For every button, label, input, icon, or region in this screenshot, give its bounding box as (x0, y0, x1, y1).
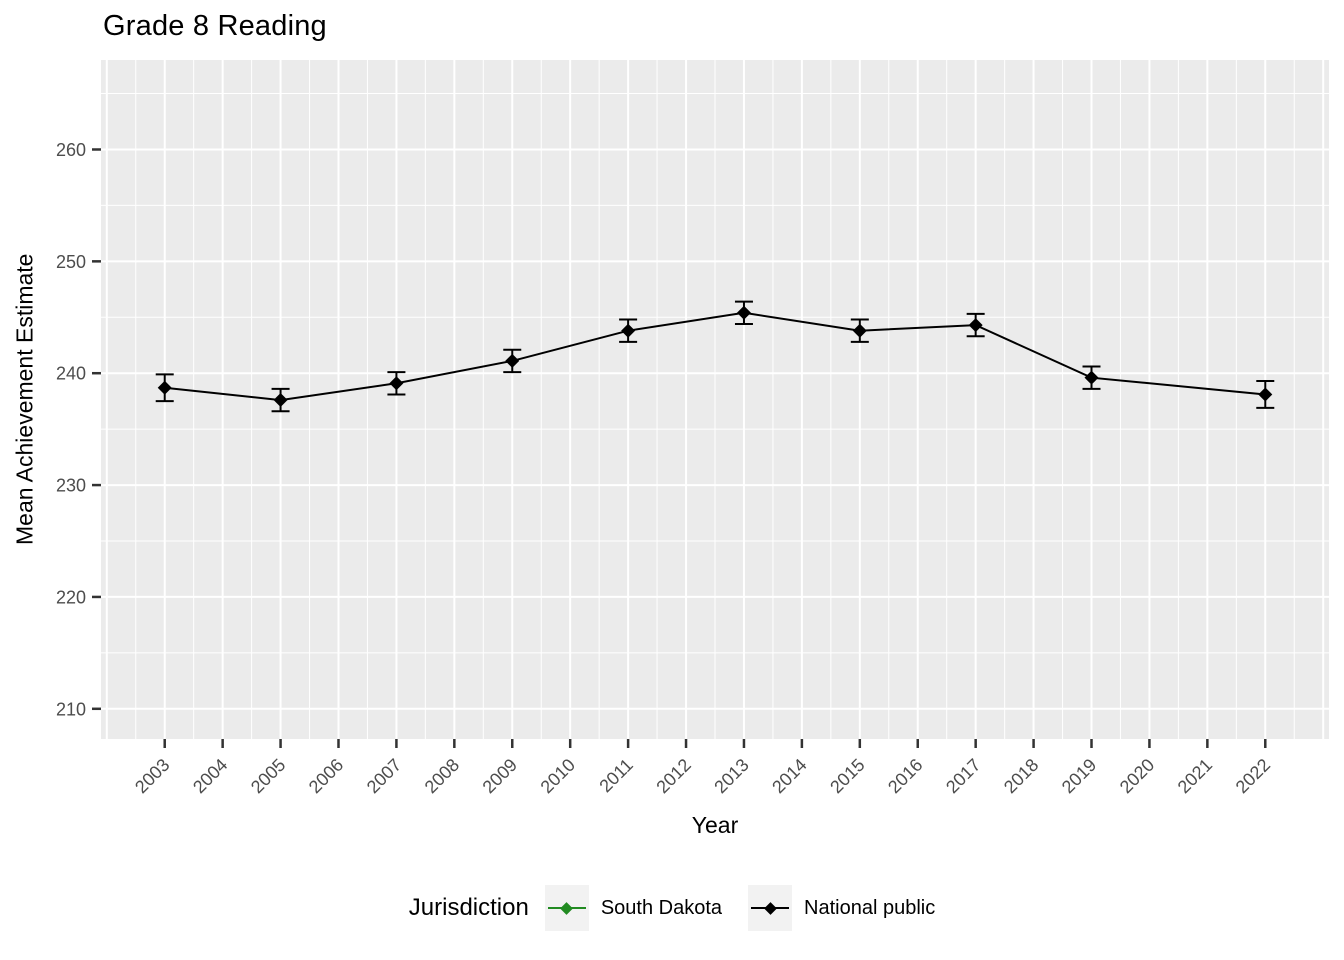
data-point-national-public-2017 (968, 318, 983, 333)
data-point-national-public-2011 (621, 323, 636, 338)
y-tick-label-220: 220 (56, 587, 86, 607)
legend-title: Jurisdiction (408, 894, 529, 921)
legend-item-national-public: National public (748, 885, 935, 931)
chart-title: Grade 8 Reading (103, 10, 327, 42)
legend-diamond-icon (560, 901, 574, 915)
x-tick-label-2005: 2005 (247, 755, 289, 797)
legend-label-national-public: National public (804, 896, 936, 919)
x-tick-label-2021: 2021 (1174, 755, 1216, 797)
data-point-national-public-2015 (852, 323, 867, 338)
x-tick-label-2016: 2016 (884, 755, 926, 797)
legend-key-south-dakota (544, 885, 589, 931)
data-point-national-public-2003 (157, 380, 172, 395)
x-tick-label-2022: 2022 (1232, 755, 1274, 797)
y-tick-label-260: 260 (56, 140, 86, 160)
x-tick-label-2008: 2008 (421, 755, 463, 797)
data-point-national-public-2019 (1084, 370, 1099, 385)
x-tick-label-2003: 2003 (131, 755, 173, 797)
legend-diamond-icon (763, 901, 777, 915)
x-tick-label-2015: 2015 (826, 755, 868, 797)
data-point-national-public-2022 (1258, 387, 1273, 402)
x-tick-label-2012: 2012 (652, 755, 694, 797)
x-tick-label-2020: 2020 (1116, 755, 1158, 797)
data-point-national-public-2013 (736, 305, 751, 320)
data-point-national-public-2005 (273, 393, 288, 408)
legend: Jurisdiction South Dakota National publi… (0, 880, 1344, 936)
x-axis-title: Year (691, 812, 739, 838)
x-tick-label-2017: 2017 (942, 755, 984, 797)
x-tick-label-2011: 2011 (595, 755, 637, 797)
x-tick-label-2004: 2004 (189, 755, 231, 797)
data-point-national-public-2007 (389, 376, 404, 391)
y-tick-label-230: 230 (56, 476, 86, 496)
y-tick-label-250: 250 (56, 252, 86, 272)
series-line-national-public (164, 311, 1266, 402)
x-tick-label-2019: 2019 (1058, 755, 1100, 797)
x-tick-label-2009: 2009 (479, 755, 521, 797)
legend-key-national-public (748, 885, 793, 931)
x-tick-label-2006: 2006 (305, 755, 347, 797)
x-tick-label-2010: 2010 (537, 755, 579, 797)
x-tick-label-2018: 2018 (1000, 755, 1042, 797)
data-point-national-public-2009 (505, 353, 520, 368)
x-tick-label-2014: 2014 (768, 755, 810, 797)
legend-item-south-dakota: South Dakota (544, 885, 723, 931)
y-tick-label-210: 210 (56, 699, 86, 719)
legend-label-south-dakota: South Dakota (600, 896, 723, 919)
x-tick-label-2013: 2013 (710, 755, 752, 797)
y-tick-label-240: 240 (56, 364, 86, 384)
x-tick-label-2007: 2007 (363, 755, 405, 797)
